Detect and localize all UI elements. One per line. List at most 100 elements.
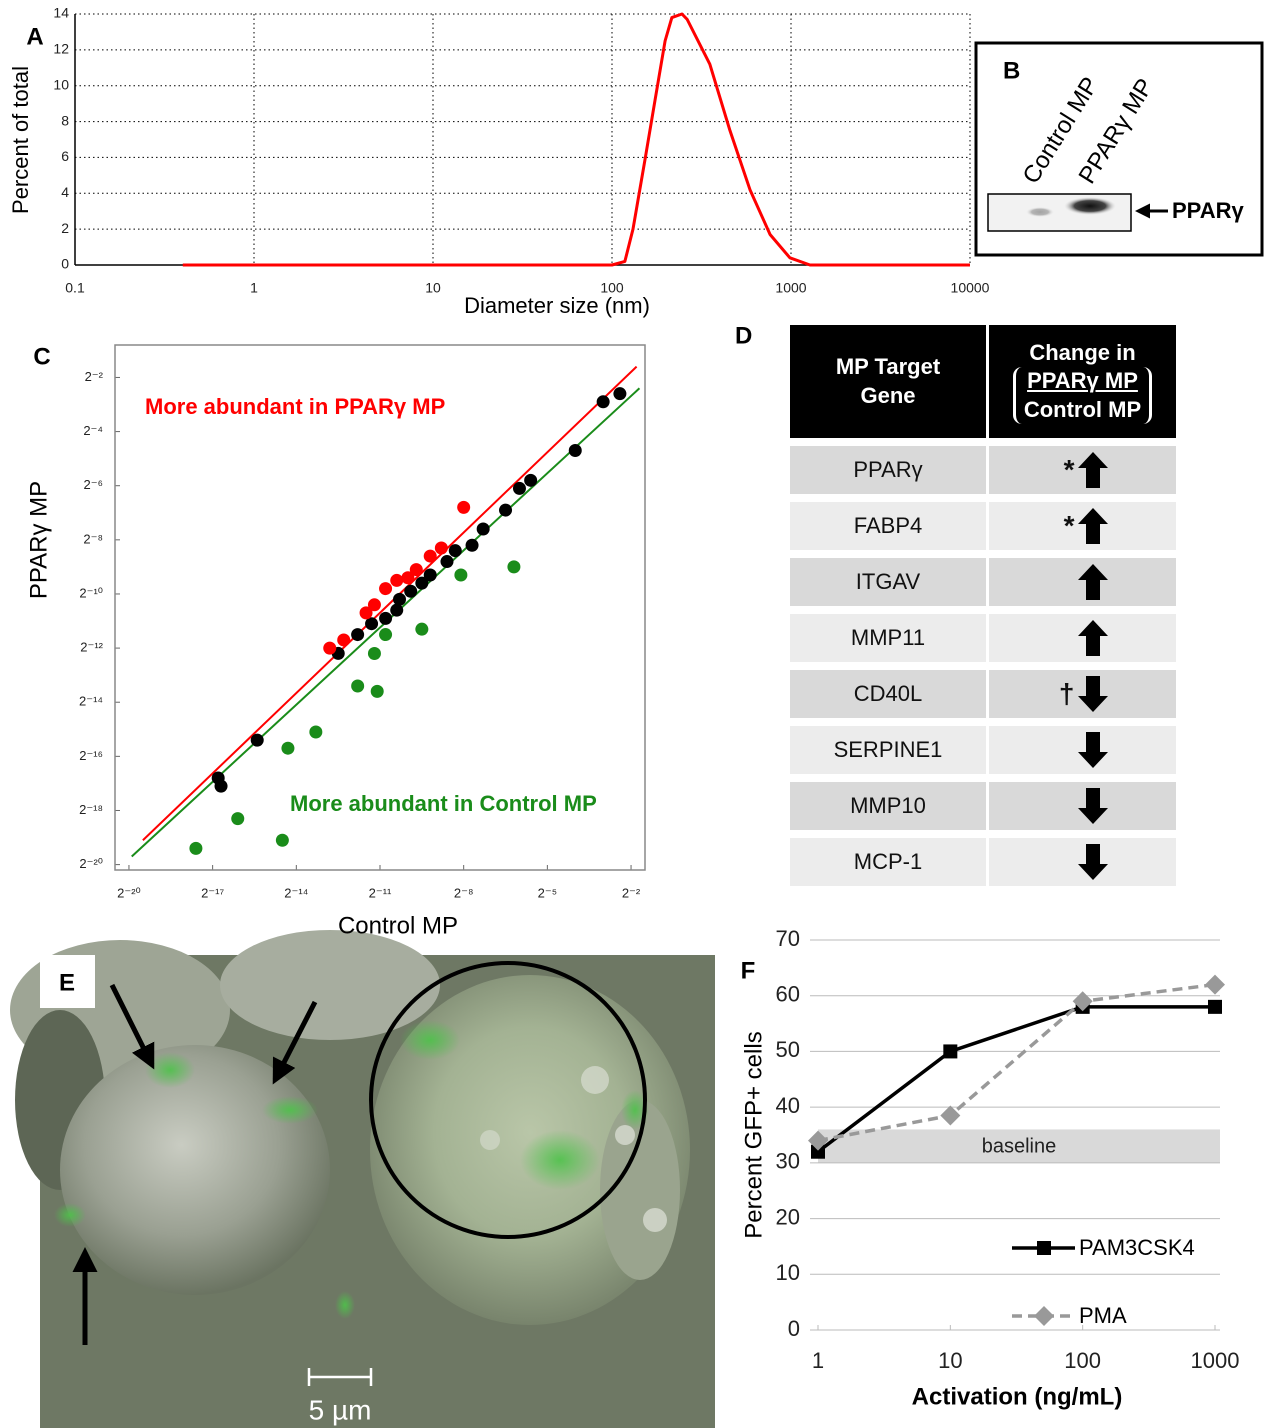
fluorescence [400, 1020, 460, 1060]
scale-bar-label: 5 µm [309, 1394, 372, 1425]
y-tick-label: 40 [776, 1093, 800, 1118]
y-tick-label: 6 [61, 148, 69, 164]
label-box [40, 955, 95, 1008]
y-tick-label: 12 [53, 41, 69, 57]
band-label: PPARγ [1172, 198, 1244, 223]
gene-table: MP Target Gene Change in PPARγ MP Contro… [790, 325, 1176, 886]
panel-label: D [735, 322, 752, 349]
scatter-point [189, 841, 203, 855]
marker [808, 1130, 828, 1151]
scatter-point [404, 584, 418, 598]
scatter-point [507, 560, 521, 574]
fraction: PPARγ MP Control MP [1012, 367, 1153, 425]
marker [811, 1144, 825, 1159]
scatter-point [390, 603, 404, 617]
cell [220, 930, 440, 1040]
numerator: PPARγ MP [1027, 368, 1138, 394]
gene-cell: MMP11 [790, 614, 986, 662]
down-arrow [1077, 788, 1108, 824]
scatter-point [281, 741, 295, 755]
marker [1208, 999, 1222, 1014]
scatter-point [250, 733, 264, 747]
scatter-point [465, 538, 479, 552]
band-label: baseline [982, 1135, 1057, 1157]
y-tick-label: 10 [53, 76, 69, 92]
significance-mark: * [1063, 454, 1075, 485]
x-axis-label: Activation (ng/mL) [912, 1383, 1123, 1410]
down-arrow [1077, 732, 1108, 768]
scatter-point [454, 568, 468, 582]
y-tick-label: 2⁻²⁰ [79, 856, 103, 871]
gene-cell: MCP-1 [790, 838, 986, 886]
up-arrow [1077, 564, 1108, 600]
scatter-point [476, 522, 490, 536]
change-cell [989, 726, 1176, 774]
legend-label: PMA [1079, 1303, 1127, 1328]
cell [60, 1045, 330, 1295]
scatter-point [214, 779, 228, 793]
y-tick-label: 2⁻¹⁸ [79, 802, 103, 817]
vesicle [581, 1066, 609, 1094]
x-tick-label: 2⁻⁸ [454, 885, 474, 900]
scatter-point [499, 503, 513, 517]
y-axis-label: PPARγ MP [25, 481, 52, 599]
down-arrow [1077, 676, 1108, 712]
panel-label: F [741, 957, 756, 984]
y-tick-label: 2 [61, 220, 69, 236]
significance-mark: * [1063, 510, 1075, 541]
marker [1037, 1241, 1051, 1255]
y-tick-label: 8 [61, 112, 69, 128]
y-tick-label: 2⁻¹⁴ [79, 694, 103, 709]
marker [1205, 974, 1225, 995]
significance-mark: † [1058, 678, 1075, 709]
panel-label: B [1003, 57, 1020, 84]
y-axis-label: Percent of total [8, 66, 33, 214]
x-tick-label: 100 [600, 280, 624, 296]
annotation: More abundant in PPARγ MP [145, 394, 445, 419]
highlight-circle [369, 961, 647, 1239]
change-cell: * [989, 502, 1176, 550]
x-tick-label: 10 [938, 1348, 962, 1373]
fluorescence [262, 1096, 318, 1124]
y-tick-label: 2⁻¹⁰ [79, 585, 103, 600]
y-tick-label: 50 [776, 1037, 800, 1062]
gene-cell: CD40L [790, 670, 986, 718]
series-line [816, 1005, 1215, 1154]
blot-band [1064, 197, 1116, 215]
y-tick-label: 10 [776, 1260, 800, 1285]
y-tick-label: 2⁻⁴ [83, 423, 103, 438]
marker [1034, 1306, 1054, 1326]
blot-strip [987, 193, 1132, 232]
scatter-point [367, 646, 381, 660]
scatter-point [379, 628, 393, 642]
y-tick-label: 60 [776, 982, 800, 1007]
up-arrow [1077, 452, 1108, 488]
gene-cell: ITGAV [790, 558, 986, 606]
change-cell [989, 782, 1176, 830]
x-tick-label: 1 [250, 280, 258, 296]
legend-label: PAM3CSK4 [1079, 1235, 1195, 1260]
scatter-point [337, 633, 351, 647]
up-arrow [1077, 508, 1108, 544]
series-line [182, 12, 970, 267]
x-tick-label: 2⁻¹⁴ [284, 885, 308, 900]
scatter-point [524, 473, 538, 487]
change-cell [989, 614, 1176, 662]
y-tick-label: 2⁻¹⁶ [79, 748, 103, 763]
scatter-point [393, 592, 407, 606]
scatter-point [409, 563, 423, 577]
scatter-point [434, 541, 448, 555]
scatter-point [351, 628, 365, 642]
scatter-point [423, 549, 437, 563]
scale-bar [307, 1368, 373, 1386]
x-tick-label: 1000 [775, 280, 806, 296]
y-tick-label: 2⁻² [85, 369, 104, 384]
scatter-point [359, 606, 373, 620]
panel-b: B Control MP PPARγ MP PPARγ [974, 41, 1264, 257]
scatter-point [351, 679, 365, 693]
y-tick-label: 2⁻¹² [80, 640, 103, 655]
reference-line [142, 365, 638, 841]
y-tick-label: 20 [776, 1204, 800, 1229]
scatter-point [231, 812, 245, 826]
